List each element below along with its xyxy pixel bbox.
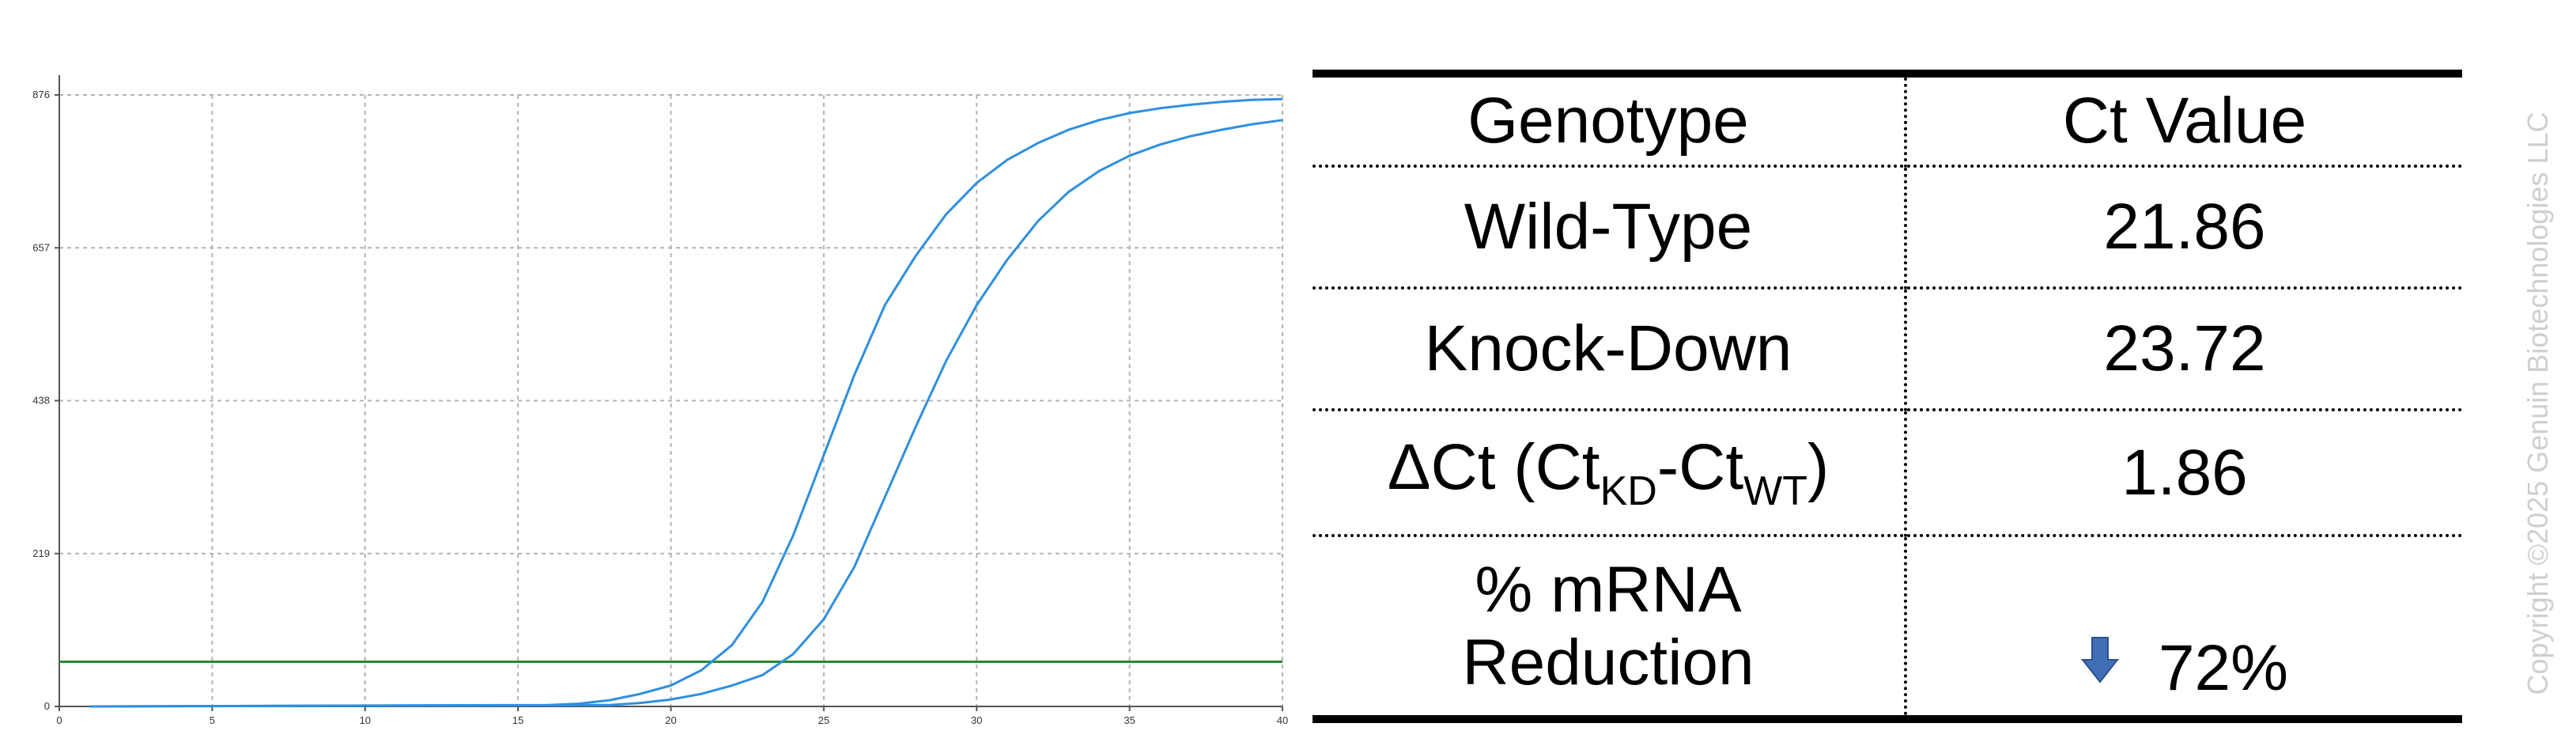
y-tick-label: 876 bbox=[32, 89, 50, 100]
row-value-wild-type: 21.86 bbox=[2103, 191, 2266, 263]
x-tick-label: 40 bbox=[1277, 714, 1288, 726]
amplification-plot: 0 5 10 15 20 25 30 35 40 0 219 438 657 876 bbox=[32, 75, 1288, 726]
y-tick-labels: 0 219 438 657 876 bbox=[32, 89, 50, 712]
series-layer bbox=[89, 97, 1283, 708]
row-value-delta-ct: 1.86 bbox=[2121, 436, 2248, 509]
table-row-knock-down: Knock-Down 23.72 bbox=[1313, 288, 2462, 410]
ct-value-table: Genotype Ct Value Wild-Type 21.86 Knock-… bbox=[1313, 70, 2462, 723]
x-tick-label: 20 bbox=[665, 714, 676, 726]
delta-mid: -Ct bbox=[1656, 431, 1744, 503]
reduction-value: 72% bbox=[2158, 631, 2289, 704]
amplification-curve-2 bbox=[89, 119, 1283, 708]
x-tick-label: 25 bbox=[818, 714, 829, 726]
x-tick-label: 0 bbox=[56, 714, 62, 726]
watermark-text: Copyright ©2025 Genuin Biotechnologies L… bbox=[2521, 112, 2554, 695]
row-label-wild-type: Wild-Type bbox=[1313, 166, 1907, 288]
delta-suffix: ) bbox=[1807, 431, 1830, 503]
header-ct-value: Ct Value bbox=[2062, 85, 2307, 157]
table-row-wild-type: Wild-Type 21.86 bbox=[1313, 166, 2462, 288]
x-tick-label: 35 bbox=[1124, 714, 1135, 726]
delta-sub-kd: KD bbox=[1600, 468, 1657, 514]
y-tick-label: 219 bbox=[32, 547, 50, 559]
row-label-delta-ct: ΔCt (CtKD-CtWT) bbox=[1313, 410, 1907, 536]
delta-sub-wt: WT bbox=[1743, 468, 1807, 514]
row-value-reduction: 72% bbox=[1906, 536, 2462, 719]
table-row-delta-ct: ΔCt (CtKD-CtWT) 1.86 bbox=[1313, 410, 2462, 536]
y-tick-label: 438 bbox=[32, 395, 50, 407]
amplification-chart: 0 5 10 15 20 25 30 35 40 0 219 438 657 876 bbox=[32, 75, 1288, 726]
row-value-knock-down: 23.72 bbox=[2103, 312, 2266, 384]
delta-prefix: ΔCt (Ct bbox=[1387, 431, 1600, 503]
reduction-label-line2: Reduction bbox=[1462, 626, 1754, 699]
copyright-watermark: Copyright ©2025 Genuin Biotechnologies L… bbox=[2518, 95, 2558, 712]
row-label-reduction: % mRNA Reduction bbox=[1313, 536, 1907, 719]
x-tick-label: 30 bbox=[971, 714, 982, 726]
header-genotype: Genotype bbox=[1313, 74, 1907, 166]
x-tick-label: 15 bbox=[512, 714, 523, 726]
ct-table-panel: Genotype Ct Value Wild-Type 21.86 Knock-… bbox=[1313, 70, 2462, 719]
table-header-row: Genotype Ct Value bbox=[1313, 74, 2462, 166]
y-tick-label: 657 bbox=[32, 241, 50, 253]
x-tick-labels: 0 5 10 15 20 25 30 35 40 bbox=[56, 714, 1288, 726]
x-tick-label: 10 bbox=[360, 714, 371, 726]
grid-layer bbox=[59, 94, 1283, 706]
table-row-reduction: % mRNA Reduction 72% bbox=[1313, 536, 2462, 719]
row-label-knock-down: Knock-Down bbox=[1313, 288, 1907, 410]
x-tick-label: 5 bbox=[210, 714, 215, 726]
y-tick-label: 0 bbox=[44, 700, 50, 712]
reduction-label-line1: % mRNA bbox=[1475, 553, 1742, 626]
down-arrow-icon bbox=[2080, 636, 2119, 684]
amplification-curve-1 bbox=[89, 97, 1283, 708]
